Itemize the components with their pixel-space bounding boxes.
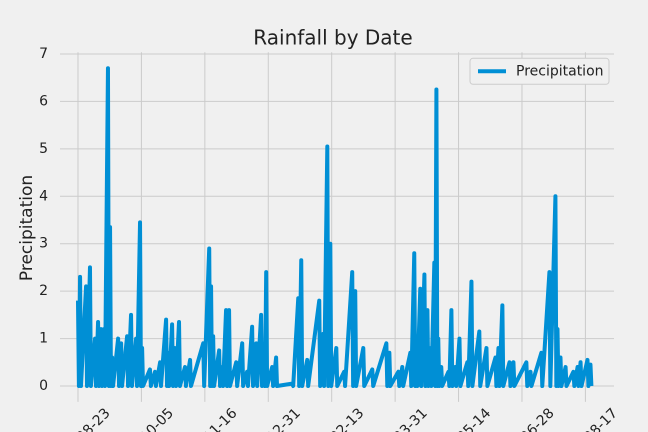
x-tick-label: 12-31 bbox=[264, 405, 304, 432]
y-tick-label: 6 bbox=[39, 93, 48, 109]
y-tick-label: 7 bbox=[39, 46, 48, 62]
chart-title: Rainfall by Date bbox=[253, 26, 412, 50]
x-tick-label: 11-16 bbox=[200, 405, 240, 432]
y-tick-label: 4 bbox=[39, 188, 48, 204]
x-tick-label: 06-28 bbox=[518, 405, 558, 432]
y-tick-label: 1 bbox=[39, 331, 48, 347]
x-tick-label: 10-05 bbox=[137, 405, 177, 432]
legend-label: Precipitation bbox=[516, 63, 604, 79]
x-tick-label: 03-31 bbox=[391, 405, 431, 432]
line bbox=[75, 66, 594, 389]
legend-box bbox=[469, 57, 610, 85]
y-tick-label: 2 bbox=[39, 283, 48, 299]
x-tick-label: 05-14 bbox=[454, 405, 494, 432]
x-tick-label: 08-23 bbox=[74, 405, 114, 432]
y-axis-label: Precipitation bbox=[17, 175, 37, 281]
y-tick-label: 3 bbox=[39, 236, 48, 252]
x-tick-label: 08-17 bbox=[581, 405, 621, 432]
y-tick-label: 0 bbox=[39, 378, 48, 394]
x-tick-label: 02-13 bbox=[327, 405, 367, 432]
y-tick-label: 5 bbox=[39, 141, 48, 157]
